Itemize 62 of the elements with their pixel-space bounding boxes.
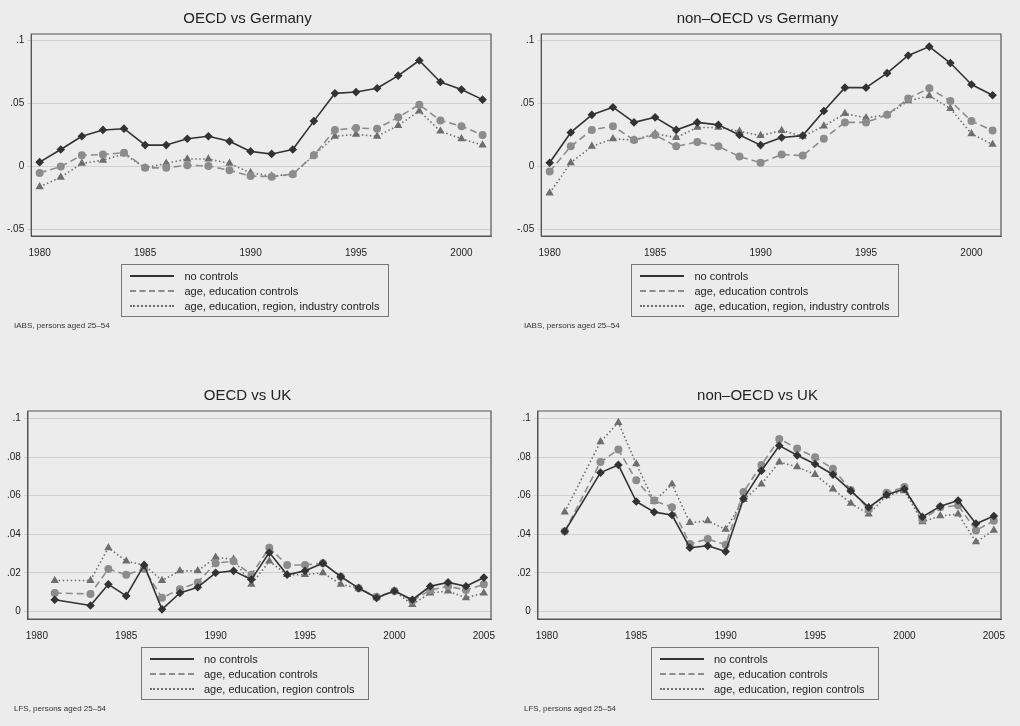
- x-tick-label: 2005: [472, 629, 496, 641]
- x-tick-label: 1980: [538, 246, 562, 258]
- y-tick-label: .06: [7, 489, 22, 501]
- x-tick-label: 1985: [115, 629, 138, 641]
- text: IABS, persons aged 25–54: [14, 321, 111, 330]
- y-tick-label: .1: [12, 412, 22, 424]
- x-tick-label: 1985: [133, 246, 157, 258]
- legend-label: no controls: [694, 269, 749, 282]
- y-tick-label: .05: [520, 97, 535, 109]
- y-tick-label: .04: [517, 528, 532, 540]
- y-tick-label: .02: [517, 566, 532, 578]
- x-tick-label: 2000: [893, 629, 917, 641]
- x-tick-label: 1990: [239, 246, 263, 258]
- legend-label: age, education controls: [184, 284, 299, 297]
- legend-label: age, education, region controls: [204, 682, 355, 695]
- x-tick-label: 1990: [749, 246, 773, 258]
- chart-title: OECD vs Germany: [183, 9, 313, 27]
- legend-label: age, education, region, industry controls: [184, 299, 380, 312]
- x-tick-label: 1995: [854, 246, 878, 258]
- text: LFS, persons aged 25–54: [524, 704, 618, 713]
- x-tick-label: 1995: [803, 629, 827, 641]
- chart-title: non–OECD vs UK: [697, 386, 818, 404]
- y-tick-label: .04: [7, 528, 22, 540]
- x-tick-label: 2000: [383, 629, 407, 641]
- x-tick-label: 2000: [960, 246, 984, 258]
- legend-label: age, education controls: [204, 667, 318, 680]
- chart-title: OECD vs UK: [203, 386, 292, 404]
- text: LFS, persons aged 25–54: [14, 704, 108, 713]
- y-tick-label: .06: [517, 489, 532, 501]
- x-tick-label: 1995: [344, 246, 368, 258]
- y-tick-label: .1: [522, 412, 532, 424]
- y-tick-label: 0: [525, 605, 532, 617]
- y-tick-label: .05: [10, 97, 25, 109]
- text: IABS, persons aged 25–54: [524, 321, 621, 330]
- legend-label: age, education controls: [694, 284, 809, 297]
- x-tick-label: 1985: [643, 246, 667, 258]
- legend-label: no controls: [184, 269, 239, 282]
- x-tick-label: 1980: [535, 629, 559, 641]
- y-tick-label: .08: [517, 450, 532, 462]
- y-tick-label: 0: [528, 160, 535, 172]
- x-tick-label: 1990: [204, 629, 228, 641]
- y-tick-label: .08: [7, 450, 22, 462]
- x-tick-label: 1990: [714, 629, 738, 641]
- x-tick-label: 2000: [450, 246, 474, 258]
- y-tick-label: .1: [15, 34, 25, 46]
- x-tick-label: 1980: [25, 629, 49, 641]
- x-tick-label: 1985: [625, 629, 648, 641]
- x-tick-label: 1995: [293, 629, 317, 641]
- y-tick-label: -.05: [7, 223, 25, 235]
- legend-label: no controls: [204, 652, 258, 665]
- y-tick-label: -.05: [517, 223, 535, 235]
- legend-label: no controls: [714, 652, 768, 665]
- x-tick-label: 2005: [982, 629, 1006, 641]
- x-tick-label: 1980: [28, 246, 52, 258]
- y-tick-label: 0: [18, 160, 25, 172]
- y-tick-label: .02: [7, 566, 22, 578]
- legend-label: age, education, region controls: [714, 682, 865, 695]
- legend-label: age, education, region, industry controls: [694, 299, 890, 312]
- y-tick-label: .1: [525, 34, 535, 46]
- chart-title: non–OECD vs Germany: [676, 9, 839, 27]
- legend-label: age, education controls: [714, 667, 828, 680]
- y-tick-label: 0: [15, 605, 22, 617]
